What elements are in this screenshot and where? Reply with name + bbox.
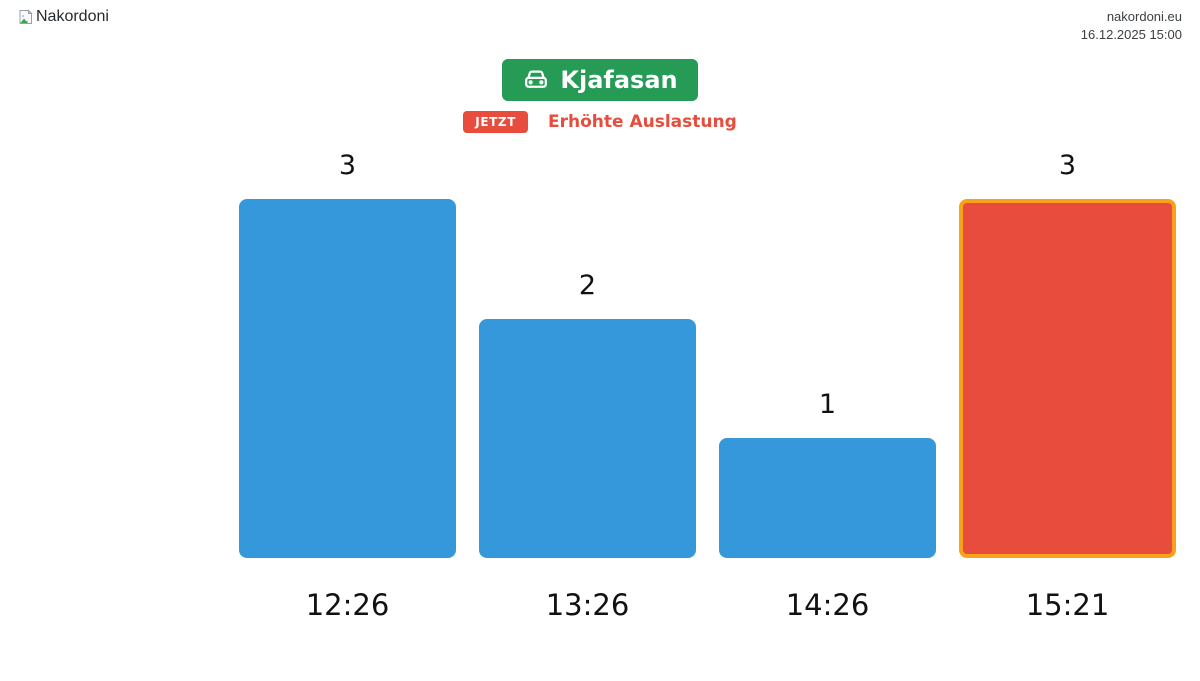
logo-text: Nakordoni <box>36 8 109 25</box>
bar <box>719 438 936 558</box>
bar <box>239 199 456 558</box>
timestamp: 16.12.2025 15:00 <box>1080 26 1182 42</box>
x-axis-tick-label: 15:21 <box>1025 588 1110 622</box>
header-meta: nakordoni.eu 16.12.2025 15:00 <box>1081 8 1182 43</box>
bar-value-label: 3 <box>1058 150 1077 181</box>
status-badge: JETZT <box>463 111 528 133</box>
bar-current <box>959 199 1176 558</box>
site-domain: nakordoni.eu <box>1106 9 1182 24</box>
bar-column: 1 <box>719 145 936 558</box>
status-message: Erhöhte Auslastung <box>547 112 737 132</box>
bar-column: 3 <box>959 145 1176 558</box>
status-row: JETZT Erhöhte Auslastung <box>0 111 1200 133</box>
station-name: Kjafasan <box>560 66 678 94</box>
station-row: Kjafasan <box>0 59 1200 101</box>
bar <box>479 319 696 558</box>
x-axis-tick-label: 12:26 <box>305 588 390 622</box>
bar-chart: 3 2 1 3 <box>239 145 1176 558</box>
bar-column: 2 <box>479 145 696 558</box>
bar-value-label: 2 <box>578 270 597 301</box>
x-axis-tick-label: 14:26 <box>785 588 870 622</box>
x-axis-labels: 12:26 13:26 14:26 15:21 <box>239 588 1176 622</box>
broken-image-icon <box>18 9 34 25</box>
x-axis-tick-label: 13:26 <box>545 588 630 622</box>
bar-value-label: 1 <box>818 389 837 420</box>
car-icon <box>522 66 550 94</box>
bar-column: 3 <box>239 145 456 558</box>
site-logo: Nakordoni <box>18 8 109 26</box>
station-button[interactable]: Kjafasan <box>502 59 698 101</box>
bar-value-label: 3 <box>338 150 357 181</box>
header: Nakordoni nakordoni.eu 16.12.2025 15:00 <box>18 8 1182 43</box>
